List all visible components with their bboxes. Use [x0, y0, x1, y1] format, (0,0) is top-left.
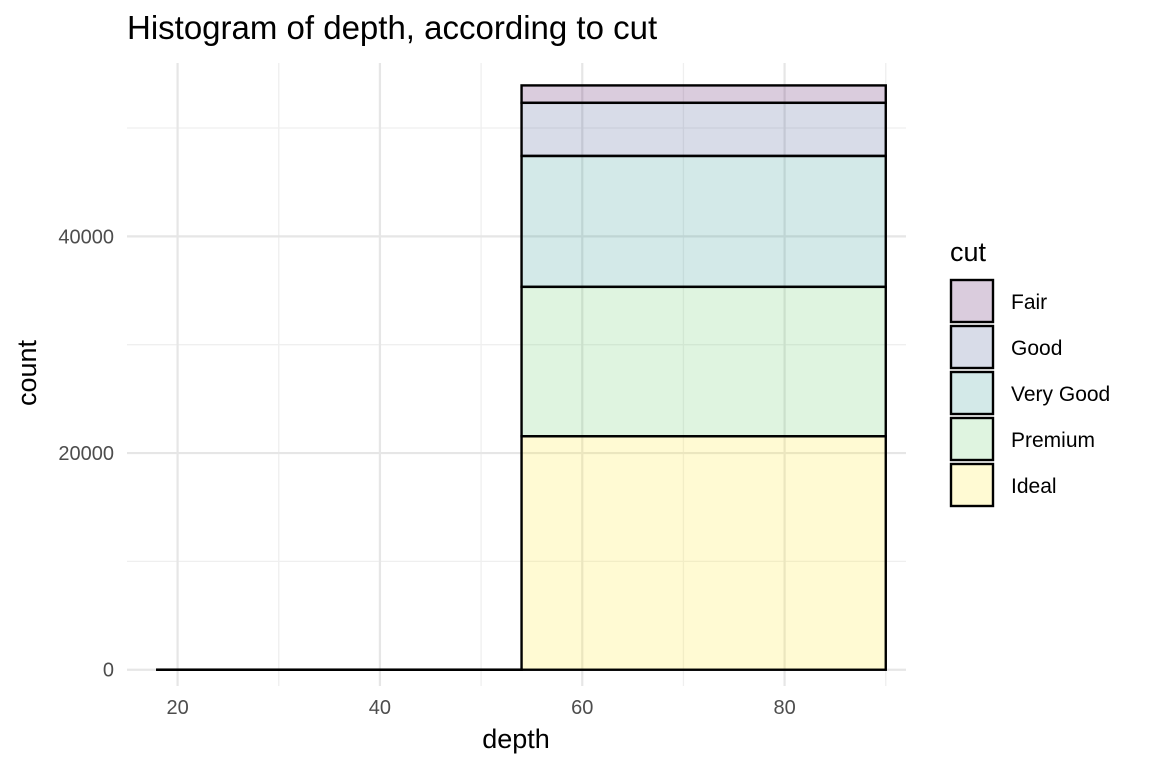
- x-tick-label: 40: [369, 697, 391, 719]
- axis-ticks: 20 40 60 80 0 20000 40000: [58, 226, 795, 719]
- x-tick-label: 60: [571, 697, 593, 719]
- histogram-bars: [156, 84, 887, 671]
- bar-segment-very-good: [520, 154, 887, 289]
- bar-segment-ideal: [520, 435, 887, 671]
- legend-key-premium: [949, 416, 995, 462]
- y-tick-label: 40000: [58, 226, 114, 248]
- chart-title: Histogram of depth, according to cut: [127, 9, 657, 46]
- legend-key-ideal: [949, 462, 995, 508]
- legend-label: Ideal: [1011, 475, 1057, 498]
- legend-label: Very Good: [1011, 383, 1110, 406]
- bar-segment-fair: [520, 84, 887, 105]
- legend-title: cut: [950, 237, 987, 267]
- legend: cut Fair Good Very Good Premium Ideal: [949, 237, 1110, 508]
- y-axis-title: count: [12, 339, 42, 406]
- legend-label: Fair: [1011, 291, 1047, 314]
- x-axis-title: depth: [482, 724, 550, 754]
- legend-key-good: [949, 324, 995, 370]
- legend-key-fair: [949, 278, 995, 324]
- legend-label: Premium: [1011, 429, 1095, 452]
- y-tick-label: 0: [103, 660, 114, 682]
- legend-key-very-good: [949, 370, 995, 416]
- x-tick-label: 20: [166, 697, 188, 719]
- y-tick-label: 20000: [58, 443, 114, 465]
- legend-label: Good: [1011, 337, 1062, 360]
- x-tick-label: 80: [773, 697, 795, 719]
- bar-segment-good: [520, 101, 887, 158]
- bar-segment-premium: [520, 285, 887, 438]
